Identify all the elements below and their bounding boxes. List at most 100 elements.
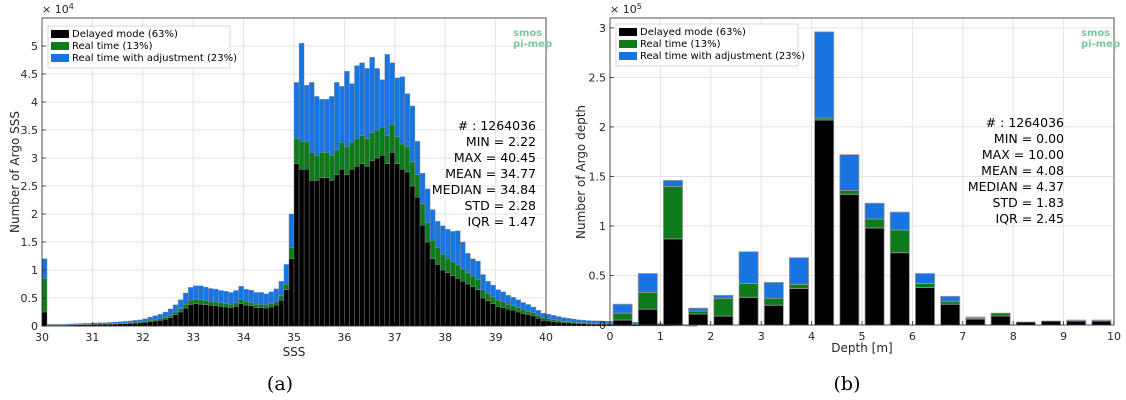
bar-delayed-b xyxy=(1066,320,1087,326)
bar-delayed-b xyxy=(1091,320,1112,326)
bar-delayed-a xyxy=(434,264,441,327)
bar-adjusted-a xyxy=(515,299,521,308)
bar-realtime-a xyxy=(193,298,199,304)
bar-realtime-a xyxy=(339,142,345,170)
bar-adjusted-a xyxy=(263,293,269,306)
bar-realtime-a xyxy=(445,258,451,273)
bar-delayed-a xyxy=(172,314,179,327)
bar-adjusted-a xyxy=(228,292,234,305)
bar-adjusted-a xyxy=(102,322,108,325)
y-tick-label: 0 xyxy=(599,319,606,332)
bar-adjusted-a xyxy=(273,288,280,302)
bar-realtime-a xyxy=(152,319,159,322)
bar-delayed-a xyxy=(187,304,194,327)
bar-realtime-a xyxy=(490,296,496,304)
bar-realtime-a xyxy=(253,303,259,308)
bar-adjusted-a xyxy=(268,291,275,304)
bar-adjusted-b xyxy=(864,202,885,220)
bar-adjusted-a xyxy=(545,314,552,319)
bar-realtime-a xyxy=(344,146,350,175)
bar-adjusted-a xyxy=(56,324,63,326)
x-tick-label: 10 xyxy=(1107,330,1121,343)
bar-delayed-a xyxy=(298,169,305,327)
stat-median-b: MEDIAN = 4.37 xyxy=(968,179,1064,194)
bar-delayed-a xyxy=(359,163,365,327)
bar-delayed-a xyxy=(132,323,138,327)
bar-realtime-a xyxy=(545,318,552,322)
y-tick-label: 0 xyxy=(31,320,38,333)
bar-delayed-a xyxy=(500,307,506,327)
bar-delayed-a xyxy=(268,306,275,327)
bar-delayed-a xyxy=(450,275,456,327)
bar-adjusted-a xyxy=(142,318,149,322)
bar-realtime-b xyxy=(612,312,633,321)
bar-adjusted-a xyxy=(394,77,401,137)
bar-delayed-a xyxy=(505,309,511,327)
x-tick-label: 36 xyxy=(337,331,351,344)
y-tick-label: 3 xyxy=(31,152,38,165)
bar-realtime-b xyxy=(940,300,961,305)
legend-label-delayed-b: Delayed mode (63%) xyxy=(640,27,746,38)
bar-adjusted-b xyxy=(940,295,961,302)
legend-box-a xyxy=(47,25,231,69)
stat-iqr-b: IQR = 2.45 xyxy=(996,211,1064,226)
bar-adjusted-a xyxy=(182,292,189,305)
bar-realtime-a xyxy=(409,161,416,187)
bar-realtime-a xyxy=(238,299,244,304)
bar-realtime-a xyxy=(485,293,491,301)
bar-delayed-a xyxy=(147,321,154,327)
y-tick-label: 3 xyxy=(599,22,606,35)
bar-adjusted-a xyxy=(379,79,385,128)
bar-delayed-a xyxy=(213,305,219,327)
y-tick-label: 4.5 xyxy=(21,68,39,81)
bar-adjusted-a xyxy=(540,312,547,319)
stat-iqr-a: IQR = 1.47 xyxy=(468,214,536,229)
bar-adjusted-a xyxy=(354,65,360,139)
bar-adjusted-a xyxy=(409,105,416,163)
bar-delayed-a xyxy=(152,320,159,327)
bar-adjusted-a xyxy=(399,76,406,145)
bar-delayed-a xyxy=(253,307,259,327)
bar-realtime-a xyxy=(268,303,275,308)
bar-delayed-b xyxy=(612,319,633,326)
ticks-a: 0 0.5 1 1.5 2 2.5 3 3.5 4 4.5 5 30 31 32 33 34 35 36 37 38 3… xyxy=(21,40,554,344)
bar-delayed-a xyxy=(581,323,587,327)
stat-count-b: # : 1264036 xyxy=(986,115,1064,130)
bar-adjusted-a xyxy=(198,285,204,300)
bar-delayed-a xyxy=(228,307,234,327)
bar-adjusted-b xyxy=(789,257,809,285)
bar-delayed-a xyxy=(510,310,516,327)
x-tick-label: 38 xyxy=(438,331,452,344)
bar-adjusted-a xyxy=(591,320,597,324)
bar-delayed-b xyxy=(940,303,961,326)
bar-delayed-a xyxy=(555,321,562,327)
bar-adjusted-a xyxy=(500,291,506,303)
bar-realtime-a xyxy=(324,152,330,178)
y-tick-label: 3.5 xyxy=(21,124,39,137)
logo-line1-b: smos xyxy=(1081,28,1110,39)
bar-delayed-b xyxy=(789,287,809,326)
stat-max-b: MAX = 10.00 xyxy=(982,147,1064,162)
bar-delayed-a xyxy=(303,169,310,327)
plot-frame-b xyxy=(609,17,1115,326)
bar-delayed-a xyxy=(182,307,189,327)
bars-b xyxy=(612,31,1112,326)
y-tick-label: 2.5 xyxy=(21,180,39,193)
bar-realtime-a xyxy=(470,275,476,287)
y-tick-label: 1 xyxy=(599,220,606,233)
bar-delayed-b xyxy=(663,238,683,326)
bar-realtime-a xyxy=(41,278,48,313)
bar-adjusted-a xyxy=(419,172,426,205)
bar-adjusted-b xyxy=(839,154,860,191)
bar-delayed-b xyxy=(738,296,759,326)
bar-adjusted-b xyxy=(915,273,935,284)
bar-realtime-a xyxy=(455,264,461,279)
legend-a: Delayed mode (63%) Real time (13%) Real … xyxy=(47,25,237,69)
bar-delayed-a xyxy=(424,241,431,327)
bar-realtime-b xyxy=(789,283,809,289)
bar-adjusted-a xyxy=(122,321,128,324)
bar-adjusted-a xyxy=(571,318,577,323)
y-tick-label: 0.5 xyxy=(589,269,607,282)
bar-adjusted-a xyxy=(439,225,446,255)
